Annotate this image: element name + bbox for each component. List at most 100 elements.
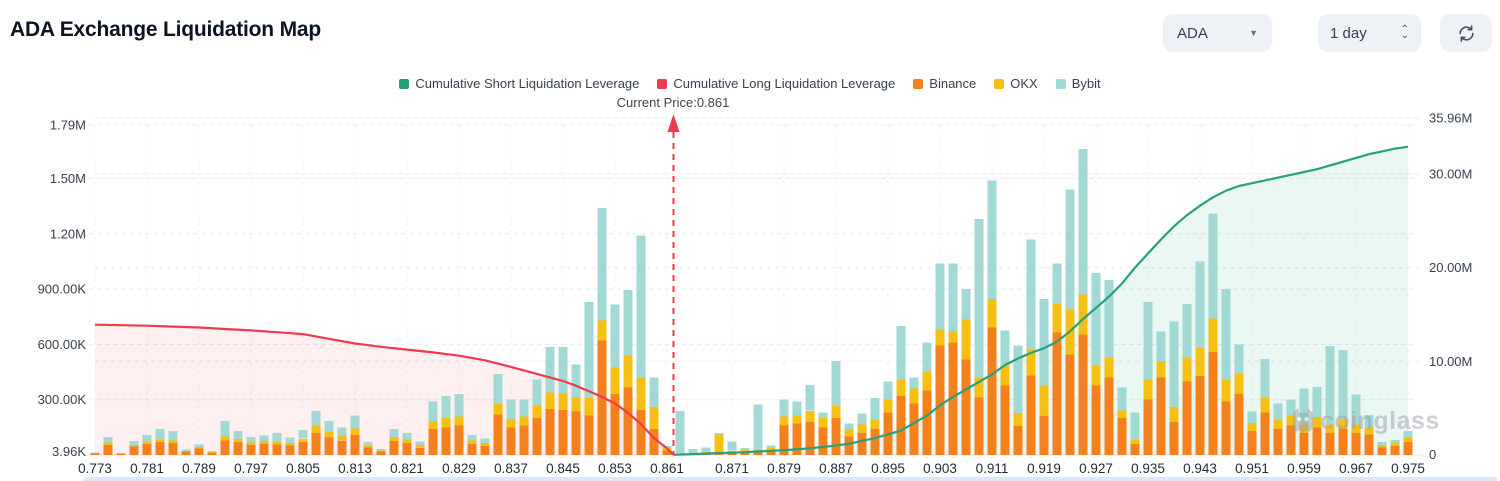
liquidation-bar[interactable] [1039,299,1049,455]
legend-item-bybit[interactable]: Bybit [1055,76,1101,91]
legend-item-okx[interactable]: OKX [994,76,1038,91]
liquidation-bar[interactable] [1338,349,1348,455]
liquidation-bar[interactable] [922,342,932,456]
liquidation-bar[interactable] [233,430,243,455]
liquidation-bar[interactable] [467,435,477,455]
liquidation-bar[interactable] [974,219,984,455]
liquidation-bar[interactable] [740,448,750,455]
refresh-button[interactable] [1440,14,1492,52]
liquidation-bar[interactable] [181,449,191,455]
liquidation-bar[interactable] [402,432,412,455]
liquidation-bar[interactable] [272,433,282,455]
liquidation-bar[interactable] [441,396,451,455]
liquidation-bar[interactable] [1299,388,1309,455]
liquidation-bar[interactable] [597,208,607,455]
liquidation-bar[interactable] [558,347,568,455]
liquidation-bar[interactable] [1130,412,1140,455]
liquidation-bar[interactable] [935,263,945,455]
liquidation-bar[interactable] [1117,387,1127,455]
liquidation-bar[interactable] [324,420,334,455]
liquidation-chart-canvas[interactable]: 1.79M 1.50M 1.20M 900.00K 600.00K 300.00K 3.96… [0,106,1500,481]
liquidation-bar[interactable] [428,401,438,456]
liquidation-bar[interactable] [948,263,958,455]
liquidation-bar[interactable] [1286,399,1296,455]
liquidation-bar[interactable] [1013,345,1023,456]
symbol-select[interactable]: ADA ▼ [1163,14,1272,52]
liquidation-bar[interactable] [311,410,321,455]
liquidation-bar[interactable] [155,429,165,455]
liquidation-bar[interactable] [1273,403,1283,455]
liquidation-bar[interactable] [870,397,880,455]
liquidation-bar[interactable] [1169,321,1179,455]
liquidation-bar[interactable] [805,384,815,455]
liquidation-bar[interactable] [818,412,828,455]
liquidation-bar[interactable] [259,435,269,455]
liquidation-bar[interactable] [532,379,542,455]
legend-item-cumulative-short-liquidation-leverage[interactable]: Cumulative Short Liquidation Leverage [399,76,639,91]
legend-item-cumulative-long-liquidation-leverage[interactable]: Cumulative Long Liquidation Leverage [657,76,895,91]
liquidation-bar[interactable] [1247,411,1257,455]
liquidation-bar[interactable] [480,438,490,455]
liquidation-bar[interactable] [675,411,685,455]
liquidation-bar[interactable] [636,235,646,455]
liquidation-bar[interactable] [142,434,152,455]
liquidation-bar[interactable] [90,452,100,455]
liquidation-bar[interactable] [1143,302,1153,455]
liquidation-bar[interactable] [493,373,503,455]
liquidation-bar[interactable] [337,427,347,455]
liquidation-bar[interactable] [1351,394,1361,455]
liquidation-bar[interactable] [792,401,802,456]
liquidation-bar[interactable] [194,444,204,456]
chart-zoom-scrollbar[interactable] [83,477,1497,481]
liquidation-bar[interactable] [1000,330,1010,455]
liquidation-bar[interactable] [857,413,867,456]
liquidation-bar[interactable] [1364,414,1374,455]
liquidation-bar[interactable] [831,361,841,455]
liquidation-bar[interactable] [1156,331,1166,456]
liquidation-bar[interactable] [1312,386,1322,455]
liquidation-bar[interactable] [714,433,724,455]
liquidation-bar[interactable] [207,450,217,455]
liquidation-bar[interactable] [649,377,659,455]
liquidation-bar[interactable] [285,437,295,455]
liquidation-bar[interactable] [623,290,633,455]
liquidation-bar[interactable] [246,437,256,455]
liquidation-bar[interactable] [363,442,373,455]
liquidation-bar[interactable] [1104,280,1114,455]
liquidation-bar[interactable] [1390,439,1400,455]
liquidation-bar[interactable] [415,441,425,455]
liquidation-bar[interactable] [1403,431,1413,455]
liquidation-bar[interactable] [1377,441,1387,455]
liquidation-bar[interactable] [571,364,581,455]
liquidation-bar[interactable] [1208,213,1218,456]
liquidation-bar[interactable] [1091,273,1101,455]
liquidation-bar[interactable] [766,445,776,455]
liquidation-bar[interactable] [779,399,789,455]
liquidation-bar[interactable] [909,377,919,455]
liquidation-bar[interactable] [298,429,308,455]
liquidation-bar[interactable] [987,180,997,455]
liquidation-bar[interactable] [350,415,360,455]
liquidation-bar[interactable] [103,437,113,455]
liquidation-bar[interactable] [1052,263,1062,455]
liquidation-bar[interactable] [129,440,139,455]
liquidation-bar[interactable] [168,431,178,455]
liquidation-bar[interactable] [506,399,516,455]
legend-item-binance[interactable]: Binance [913,76,976,91]
liquidation-bar[interactable] [883,381,893,455]
liquidation-bar[interactable] [610,304,620,455]
liquidation-bar[interactable] [1065,189,1075,456]
liquidation-bar[interactable] [220,420,230,455]
liquidation-bar[interactable] [389,428,399,455]
liquidation-bar[interactable] [753,404,763,455]
liquidation-bar[interactable] [1234,344,1244,455]
liquidation-bar[interactable] [1195,261,1205,455]
liquidation-bar[interactable] [584,302,594,455]
liquidation-bar[interactable] [454,394,464,455]
liquidation-bar[interactable] [1260,359,1270,455]
liquidation-bar[interactable] [961,289,971,455]
liquidation-bar[interactable] [1221,289,1231,455]
liquidation-bar[interactable] [545,347,555,455]
liquidation-bar[interactable] [1325,346,1335,455]
liquidation-bar[interactable] [1078,149,1088,455]
